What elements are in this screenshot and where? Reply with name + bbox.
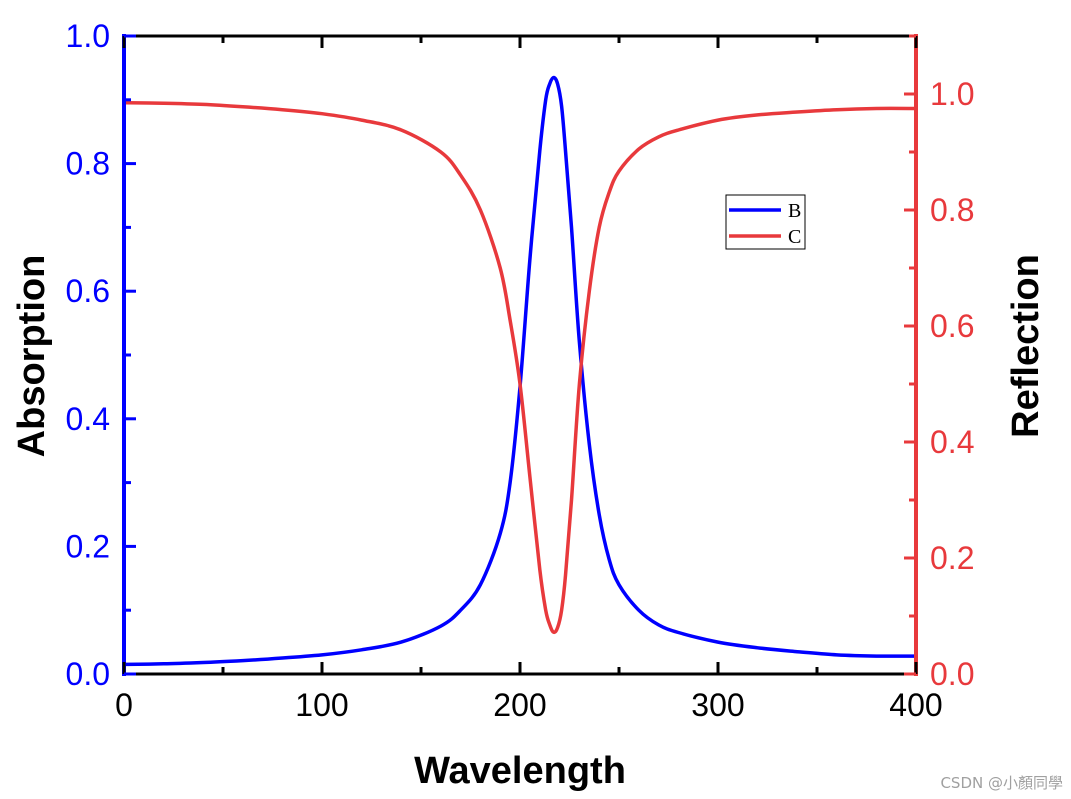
legend-box [725,194,806,250]
y-axis-right-title: Reflection [1005,254,1047,438]
y-left-tick-label: 0.0 [66,656,110,692]
y-axis-left-title: Absorption [11,255,53,458]
x-axis-title: Wavelength [414,750,626,792]
x-tick-label: 200 [493,687,546,723]
series-line-c [123,100,917,635]
ticks-layer [122,34,918,676]
y-right-tick-label: 0.8 [930,192,974,228]
y-right-tick-label: 0.6 [930,308,974,344]
y-right-tick-label: 0.0 [930,656,974,692]
x-tick-label: 100 [295,687,348,723]
y-left-tick-label: 0.2 [66,528,110,564]
y-left-tick-label: 0.4 [66,401,110,437]
x-tick-label: 400 [889,687,942,723]
tick-labels-layer: 0 100 200 300 4000.00.20.40.60.81.00.00.20.4… [66,18,975,723]
legend-label-b: B [788,200,801,222]
y-left-tick-label: 0.8 [66,146,110,182]
series-line-b [123,75,917,667]
y-right-tick-label: 0.2 [930,540,974,576]
x-tick-label: 0 [115,687,133,723]
y-right-tick-label: 0.4 [930,424,974,460]
y-left-tick-label: 0.6 [66,273,110,309]
legend: B C [725,194,806,250]
watermark-text: CSDN @小顏同學 [940,774,1063,792]
legend-label-c: C [788,226,801,248]
x-tick-label: 300 [691,687,744,723]
y-right-tick-label: 1.0 [930,76,974,112]
y-left-tick-label: 1.0 [66,18,110,54]
